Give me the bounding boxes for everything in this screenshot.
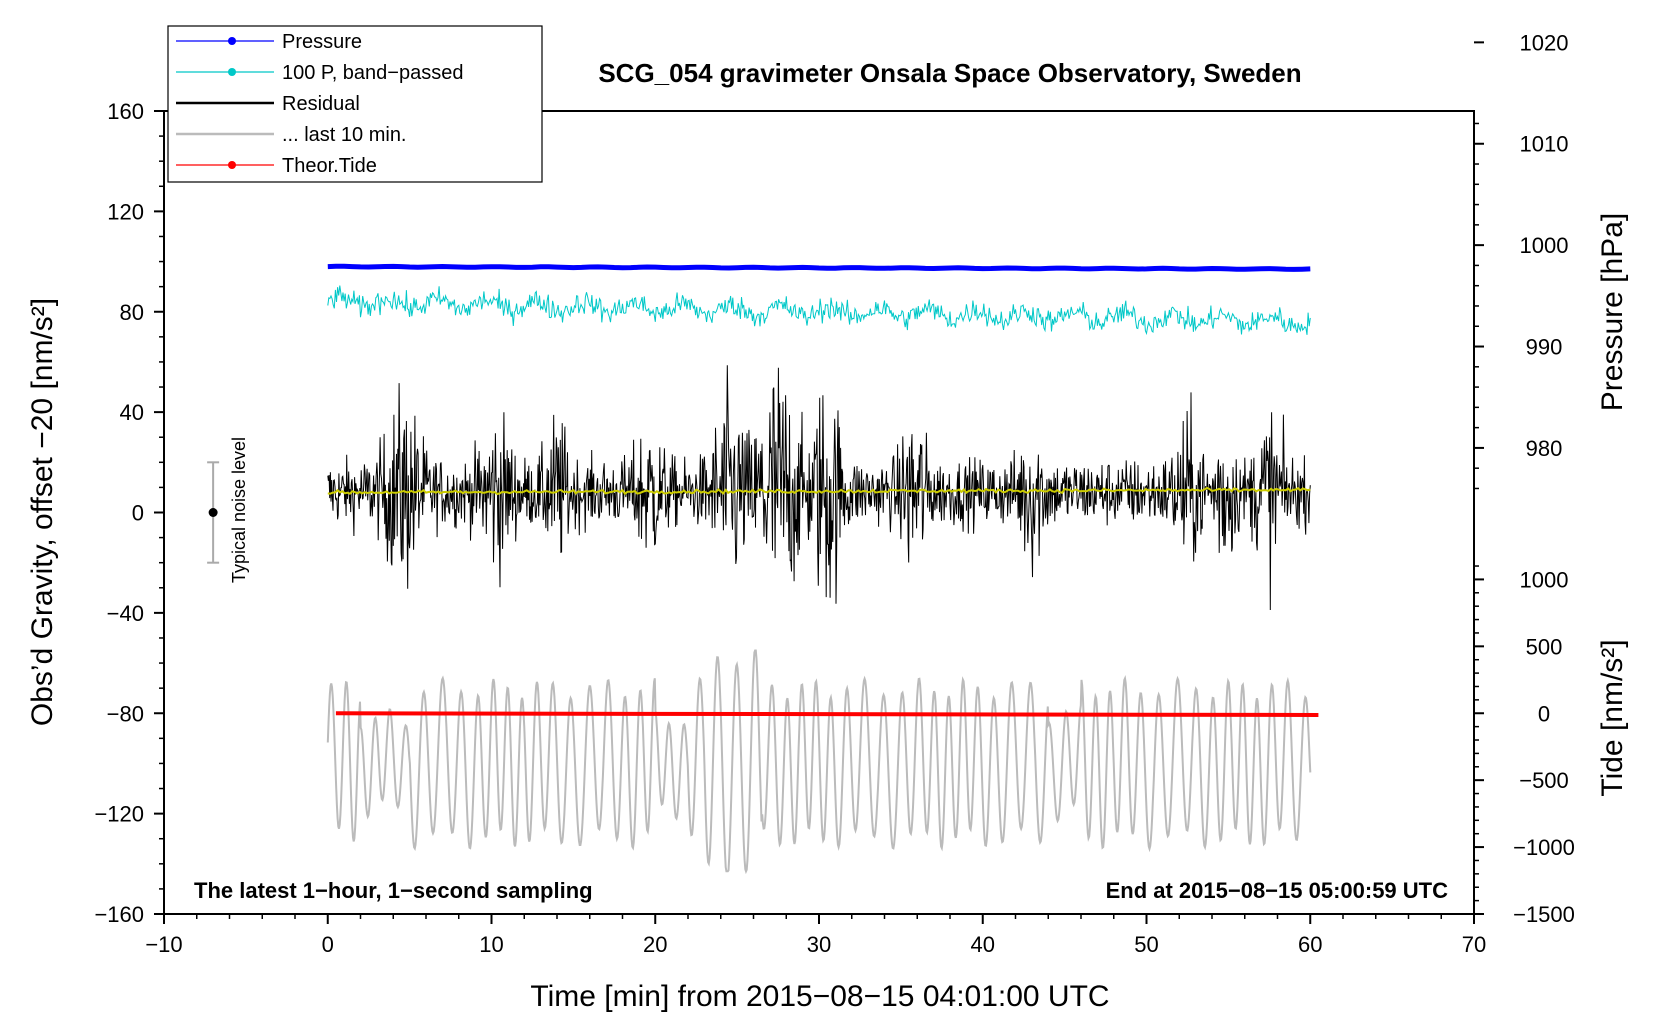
series-layer [326, 263, 1319, 875]
legend-swatch-dot [228, 37, 236, 45]
legend-label: ... last 10 min. [282, 124, 407, 146]
y-left-tick-label: −160 [94, 902, 144, 927]
annotation-sampling: The latest 1−hour, 1−second sampling [194, 878, 593, 903]
pressure-tick-label: 1010 [1520, 132, 1569, 157]
y-left-tick-label: 40 [120, 400, 144, 425]
legend-label: Residual [282, 93, 360, 115]
noise-bar [207, 461, 220, 564]
y-left-tick-label: 0 [132, 501, 144, 526]
x-tick-label: 40 [971, 932, 995, 957]
x-tick-label: 50 [1134, 932, 1158, 957]
tide-tick-label: 1000 [1520, 567, 1569, 592]
tide-tick-label: −500 [1519, 768, 1569, 793]
y-axis-tide-title: Tide [nm/s²] [1596, 639, 1629, 796]
pressure-tick-label: 1000 [1520, 233, 1569, 258]
legend-swatch-dot [228, 68, 236, 76]
y-left-tick-label: 80 [120, 300, 144, 325]
noise-level-label: Typical noise level [229, 437, 249, 583]
y-axis-tide: −1500 −1000 −500 0 500 1000 [1474, 565, 1575, 927]
tide-tick-label: 500 [1526, 634, 1563, 659]
noise-bar-dot [208, 508, 218, 517]
x-tick-label: 60 [1298, 932, 1322, 957]
x-axis-title: Time [min] from 2015−08−15 04:01:00 UTC [530, 980, 1109, 1013]
x-tick-label: 0 [322, 932, 334, 957]
pressure-tick-label: 980 [1526, 436, 1563, 461]
series-pressure-bandpassed-line [327, 285, 1311, 336]
legend-items: Pressure 100 P, band−passed Residual ... la… [176, 31, 463, 177]
series-pressure-line [327, 263, 1311, 272]
y-left-tick-label: −80 [107, 701, 144, 726]
annotation-end-time: End at 2015−08−15 05:00:59 UTC [1106, 878, 1449, 903]
pressure-tick-label: 1020 [1520, 30, 1569, 55]
x-axis: −10 0 10 20 30 40 50 60 70 [145, 914, 1486, 957]
series-residual-line [327, 365, 1311, 611]
x-tick-label: 20 [643, 932, 667, 957]
tide-tick-label: −1000 [1513, 835, 1575, 860]
x-tick-label: 10 [479, 932, 503, 957]
x-tick-label: 70 [1462, 932, 1486, 957]
chart-title: SCG_054 gravimeter Onsala Space Observat… [598, 58, 1301, 88]
y-axis-pressure: 9809901000101010201030 [1474, 30, 1569, 490]
tide-tick-label: −1500 [1513, 902, 1575, 927]
y-left-tick-label: −40 [107, 601, 144, 626]
series-last-10-min-line [326, 649, 1312, 875]
y-left-tick-label: −120 [94, 802, 144, 827]
legend-label: Pressure [282, 31, 362, 53]
tide-tick-label: 0 [1538, 701, 1550, 726]
legend: Pressure 100 P, band−passed Residual ... la… [167, 25, 543, 183]
y-axis-left: −160 −120 −80 −40 0 40 80 120 160 [94, 99, 164, 927]
y-left-tick-label: 120 [107, 199, 144, 224]
pressure-tick-label: 990 [1526, 335, 1563, 360]
legend-label: Theor.Tide [282, 155, 377, 177]
legend-label: 100 P, band−passed [282, 62, 463, 84]
x-tick-label: 30 [807, 932, 831, 957]
y-left-tick-label: 160 [107, 99, 144, 124]
x-tick-label: −10 [145, 932, 182, 957]
legend-swatch-dot [228, 161, 236, 169]
series-theoretical-tide-line [335, 711, 1319, 717]
series-residual-smoothed-line [327, 486, 1311, 496]
y-axis-left-title: Obs’d Gravity, offset −20 [nm/s²] [26, 298, 59, 726]
y-axis-pressure-title: Pressure [hPa] [1596, 213, 1629, 411]
